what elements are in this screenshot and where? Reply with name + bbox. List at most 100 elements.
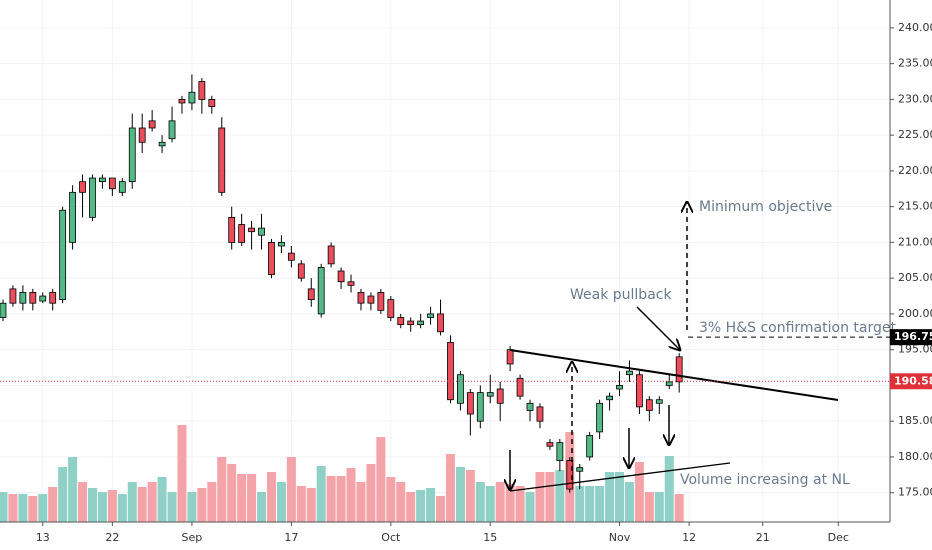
volume-bar	[396, 482, 406, 522]
candle-body	[108, 177, 116, 190]
volume-bar	[137, 487, 147, 522]
volume-bar	[177, 425, 187, 522]
volume-bar	[296, 486, 306, 522]
drawings: Minimum objective Weak pullback 3% H&S c…	[509, 199, 896, 492]
volume-bar	[615, 472, 625, 522]
candle-body	[526, 402, 534, 411]
candle-body	[417, 320, 425, 326]
volume-bar	[595, 486, 605, 522]
candle-body	[427, 313, 434, 318]
x-tick-label: 13	[36, 531, 50, 544]
candle-body	[9, 288, 17, 304]
volume-bar	[107, 490, 117, 522]
volume-bar	[455, 467, 465, 522]
volume-bar	[485, 486, 495, 522]
axes: 175.00180.00185.00190.00195.00200.00205.…	[0, 21, 932, 544]
volume-bar	[8, 494, 18, 522]
candle-body	[198, 81, 206, 100]
candle-body	[148, 120, 156, 129]
candle-body	[596, 402, 604, 433]
volume-bar	[0, 492, 8, 522]
annotation: Minimum objective	[699, 199, 832, 215]
volume	[0, 425, 684, 522]
volume-bar	[634, 462, 644, 522]
y-tick-label: 195.00	[898, 343, 932, 356]
candle-body	[29, 292, 37, 304]
candle-body	[248, 227, 255, 233]
candle-body	[138, 127, 146, 143]
volume-bar	[465, 470, 475, 522]
candle-body	[297, 263, 305, 279]
candle-body	[128, 127, 136, 183]
y-tick-label: 235.00	[898, 57, 932, 70]
volume-bar	[257, 492, 267, 522]
candle-body	[665, 381, 673, 386]
x-tick-label: Nov	[609, 531, 631, 544]
x-tick-label: 21	[756, 531, 770, 544]
candle-body	[606, 395, 613, 401]
volume-bar	[674, 494, 684, 522]
volume-bar	[266, 472, 276, 522]
candle-body	[377, 292, 385, 311]
candle-body	[89, 177, 96, 218]
volume-bar	[436, 496, 446, 522]
x-tick-label: 17	[284, 531, 298, 544]
volume-bar	[644, 492, 654, 522]
volume-bar	[336, 476, 346, 522]
candle-body	[506, 349, 514, 365]
volume-bar	[78, 482, 88, 522]
candle-body	[466, 392, 474, 415]
candle-body	[357, 292, 365, 304]
volume-bar	[207, 482, 217, 522]
volume-bar	[416, 490, 426, 522]
y-tick-label: 210.00	[898, 235, 932, 248]
volume-bar	[197, 488, 207, 522]
neckline	[509, 349, 839, 401]
x-tick-label: Sep	[182, 531, 203, 544]
volume-bar	[97, 492, 107, 522]
candle-body	[178, 98, 186, 104]
candle-body	[99, 177, 106, 183]
candle-body	[307, 288, 315, 301]
price-label-bg	[890, 373, 932, 390]
candle-body	[327, 245, 335, 265]
candle-body	[168, 120, 176, 140]
x-tick-label: Dec	[828, 531, 849, 544]
volume-bar	[525, 492, 535, 522]
volume-bar	[38, 494, 48, 522]
candle-body	[556, 442, 564, 461]
x-tick-label: 22	[105, 531, 119, 544]
candle-body	[486, 392, 494, 397]
volume-bar	[147, 482, 157, 522]
candle-body	[586, 435, 594, 458]
candle-body	[516, 377, 524, 397]
candle-body	[476, 392, 484, 422]
volume-bar	[515, 486, 525, 522]
volume-bar	[426, 488, 436, 522]
x-tick-label: 12	[682, 531, 696, 544]
y-tick-label: 205.00	[898, 271, 932, 284]
candle-body	[566, 460, 574, 490]
volume-bar	[276, 482, 286, 522]
volume-bar	[316, 466, 326, 522]
y-tick-label: 200.00	[898, 307, 932, 320]
volume-trendline	[509, 462, 731, 492]
price-label: 196.75	[894, 330, 932, 343]
volume-bar	[664, 456, 674, 522]
volume-bar	[306, 488, 316, 522]
volume-bar	[48, 487, 58, 522]
volume-bar	[585, 486, 595, 522]
volume-bar	[555, 470, 565, 522]
volume-bar	[58, 467, 68, 522]
volume-bar	[117, 494, 127, 522]
candle-body	[407, 320, 415, 326]
candle-body	[79, 181, 86, 193]
volume-bar	[545, 472, 555, 522]
annotation: Weak pullback	[570, 287, 672, 303]
candle-body	[636, 374, 643, 408]
candle-body	[59, 209, 67, 301]
volume-bar	[18, 494, 28, 522]
candle-body	[39, 295, 47, 302]
candle-body	[258, 227, 265, 236]
